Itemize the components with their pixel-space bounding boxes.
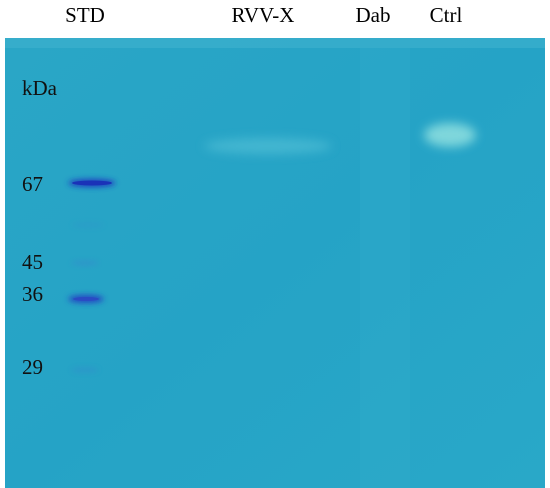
band (71, 368, 99, 372)
lane-shade (360, 48, 410, 488)
band (424, 123, 476, 147)
unit-label: kDa (22, 76, 58, 100)
marker-label: 45 (22, 250, 43, 274)
marker-label: 36 (22, 282, 43, 306)
band (204, 138, 332, 154)
band (71, 261, 99, 265)
band-core (72, 180, 112, 186)
gel-edge (5, 38, 545, 48)
band (72, 223, 104, 227)
lane-label: RVV-X (232, 3, 295, 27)
lane-label: STD (65, 3, 105, 27)
lane-label: Dab (356, 3, 391, 27)
marker-label: 29 (22, 355, 43, 379)
band-core (73, 297, 99, 301)
lane-label: Ctrl (430, 3, 463, 27)
marker-label: 67 (22, 172, 43, 196)
